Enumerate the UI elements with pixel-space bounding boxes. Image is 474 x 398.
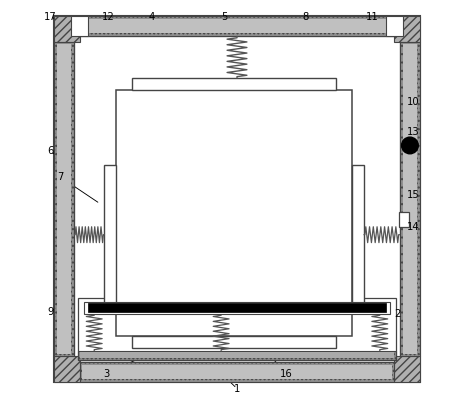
Text: 4: 4 <box>149 12 155 21</box>
Bar <box>78 351 396 360</box>
Text: 5: 5 <box>221 12 228 21</box>
Bar <box>78 298 396 360</box>
Text: 16: 16 <box>280 369 293 378</box>
Bar <box>54 16 80 41</box>
Bar <box>352 165 364 304</box>
Text: 9: 9 <box>47 307 54 317</box>
Bar <box>74 36 400 362</box>
Bar <box>400 41 420 357</box>
Bar <box>84 302 390 314</box>
Bar <box>132 78 336 90</box>
Text: 1: 1 <box>234 384 240 394</box>
Bar <box>54 41 74 357</box>
Bar <box>82 365 392 379</box>
Text: 2: 2 <box>394 309 401 319</box>
Bar <box>104 165 116 304</box>
Bar <box>399 212 409 227</box>
Bar <box>88 303 386 312</box>
Bar <box>386 16 403 36</box>
Text: 3: 3 <box>103 369 109 378</box>
Text: 11: 11 <box>365 12 378 21</box>
Bar <box>116 90 352 336</box>
Text: 17: 17 <box>44 12 57 21</box>
Text: 6: 6 <box>47 146 54 156</box>
Text: 12: 12 <box>102 12 115 21</box>
Bar <box>132 336 336 348</box>
Text: 15: 15 <box>407 190 420 200</box>
Text: 10: 10 <box>407 97 420 107</box>
Bar <box>54 357 80 382</box>
Bar <box>394 16 420 41</box>
Bar <box>403 43 417 355</box>
Bar <box>394 357 420 382</box>
Bar <box>71 16 88 36</box>
Text: 7: 7 <box>57 172 64 182</box>
Bar <box>80 362 394 382</box>
Bar <box>80 16 394 36</box>
Circle shape <box>401 137 418 154</box>
Text: 13: 13 <box>407 127 420 137</box>
Bar <box>80 353 394 358</box>
Text: 8: 8 <box>302 12 309 21</box>
Text: 14: 14 <box>407 222 420 232</box>
Bar <box>57 43 71 355</box>
Bar <box>82 19 392 33</box>
